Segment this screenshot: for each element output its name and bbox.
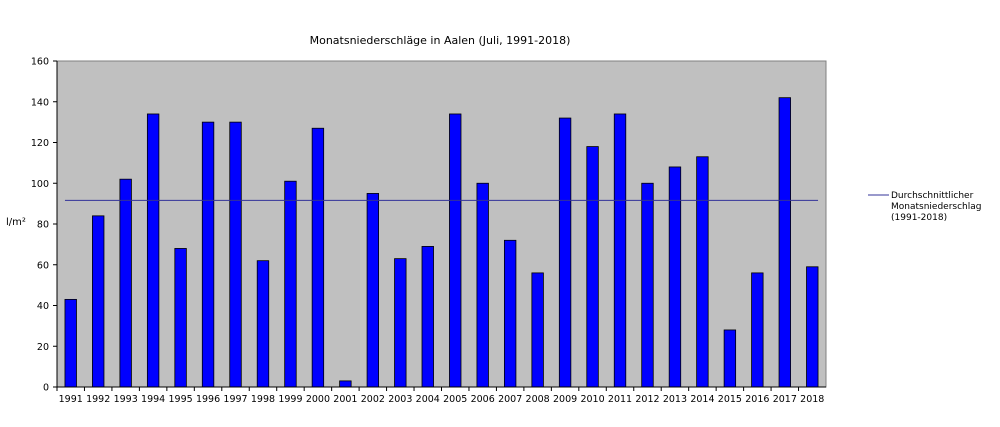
plot-area: [56, 60, 827, 388]
bar-2015: [723, 329, 737, 388]
y-tick-label: 80: [37, 220, 49, 231]
bar-2017: [778, 97, 791, 388]
x-axis-ticks: 1991 1992 1993 1994 1995 1996 1997 1998 1999 2000…: [56, 387, 824, 405]
bar-1995: [174, 248, 187, 388]
bar-1994: [146, 113, 160, 388]
x-tick-label: 1999: [278, 394, 302, 405]
y-tick-label: 120: [31, 138, 49, 149]
y-axis-label: l/m²: [6, 217, 26, 228]
bar-2010: [586, 146, 599, 388]
x-tick-label: 2015: [718, 394, 742, 405]
bar-2005: [449, 113, 462, 388]
x-tick-label: 1998: [251, 394, 275, 405]
bar-2018: [806, 266, 819, 388]
x-tick-label: 2017: [773, 394, 797, 405]
x-tick-label: 2009: [553, 394, 577, 405]
x-tick-label: 2006: [471, 394, 495, 405]
y-tick-label: 40: [37, 301, 49, 312]
bar-2008: [531, 272, 544, 388]
x-tick-label: 2000: [306, 394, 330, 405]
x-tick-label: 2011: [608, 394, 632, 405]
x-tick-label: 1991: [59, 394, 83, 405]
bar-1993: [119, 178, 132, 388]
x-tick-label: 1993: [114, 394, 138, 405]
x-tick-label: 1997: [223, 394, 247, 405]
legend: Durchschnittlicher Monatsniederschlag (199…: [868, 191, 981, 223]
x-tick-label: 2001: [333, 394, 357, 405]
bar-2000: [311, 127, 325, 388]
legend-line: Monatsniederschlag: [891, 202, 981, 212]
bar-2009: [558, 117, 572, 388]
x-tick-label: 2016: [745, 394, 769, 405]
x-tick-label: 1995: [168, 394, 192, 405]
bar-2007: [503, 239, 517, 388]
bar-1992: [92, 215, 105, 388]
bar-2014: [696, 156, 709, 388]
x-tick-label: 2003: [388, 394, 412, 405]
y-tick-label: 140: [31, 97, 49, 108]
x-tick-label: 2010: [580, 394, 604, 405]
bar-2001: [339, 380, 352, 388]
x-tick-label: 2004: [416, 394, 440, 405]
y-tick-label: 60: [37, 260, 49, 271]
bars: [64, 97, 819, 388]
legend-line: (1991-2018): [891, 213, 947, 223]
x-tick-label: 2008: [526, 394, 550, 405]
y-axis-ticks: 0 20 40 60 80 100 120 140 160: [31, 57, 57, 394]
x-tick-label: 2005: [443, 394, 467, 405]
x-tick-label: 2018: [800, 394, 824, 405]
x-tick-label: 2014: [690, 394, 714, 405]
bar-1997: [229, 121, 242, 388]
bar-2003: [394, 258, 407, 388]
bar-1991: [64, 298, 77, 388]
x-tick-label: 2013: [663, 394, 687, 405]
chart-title: Monatsniederschläge in Aalen (Juli, 1991…: [310, 34, 571, 47]
legend-label: Durchschnittlicher Monatsniederschlag (199…: [891, 191, 981, 223]
x-tick-label: 2007: [498, 394, 522, 405]
y-tick-label: 20: [37, 342, 49, 353]
bar-1999: [284, 180, 297, 388]
bar-2004: [421, 246, 434, 388]
x-tick-label: 2002: [361, 394, 385, 405]
bar-2016: [751, 272, 764, 388]
y-tick-label: 0: [43, 383, 49, 394]
x-tick-label: 1992: [86, 394, 110, 405]
legend-line: Durchschnittlicher: [891, 191, 974, 201]
x-tick-label: 1996: [196, 394, 220, 405]
y-tick-label: 100: [31, 179, 49, 190]
x-tick-label: 2012: [635, 394, 659, 405]
bar-2002: [366, 193, 380, 388]
x-tick-label: 1994: [141, 394, 165, 405]
y-tick-label: 160: [31, 57, 49, 68]
bar-1998: [256, 260, 270, 388]
bar-1996: [201, 121, 215, 388]
bar-2011: [613, 113, 627, 388]
bar-2012: [641, 182, 654, 388]
bar-2006: [476, 182, 489, 388]
